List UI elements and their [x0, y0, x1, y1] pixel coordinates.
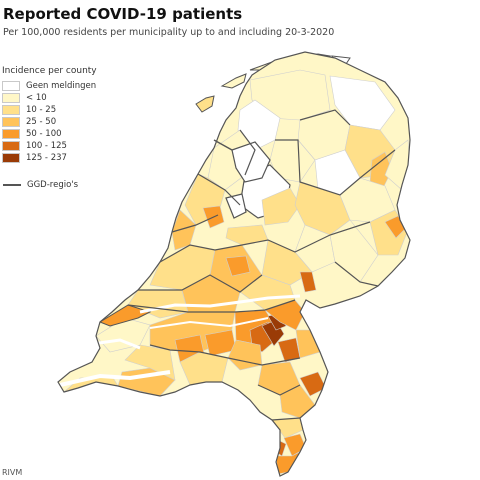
- legend-ggd-regions: GGD-regio's: [3, 180, 78, 190]
- ijsselmeer-water: [231, 141, 271, 183]
- legend-label: 10 - 25: [26, 104, 57, 115]
- legend-label: 25 - 50: [26, 116, 57, 127]
- legend-item-10-25: 10 - 25: [2, 104, 132, 115]
- municipality-fills-brabant: [124, 299, 327, 397]
- legend-label: 100 - 125: [26, 140, 67, 151]
- legend-swatch: [2, 140, 20, 151]
- westerschelde-water: [59, 370, 171, 387]
- legend-item-25-50: 25 - 50: [2, 116, 132, 127]
- page-subtitle: Per 100,000 residents per municipality u…: [3, 27, 335, 38]
- map-legend: Incidence per county Geen meldingen < 10…: [2, 66, 132, 164]
- legend-item-lt10: < 10: [2, 92, 132, 103]
- legend-swatch: [2, 92, 20, 103]
- legend-label: 50 - 100: [26, 128, 62, 139]
- legend-label: Geen meldingen: [26, 80, 97, 91]
- river-maas: [149, 317, 269, 329]
- legend-item-125-237: 125 - 237: [2, 152, 132, 163]
- ggd-label: GGD-regio's: [27, 180, 79, 190]
- legend-swatch: [2, 104, 20, 115]
- oosterschelde-water: [91, 338, 141, 350]
- legend-swatch: [2, 152, 20, 163]
- ggd-region-borders: [57, 51, 411, 477]
- river-waal: [139, 294, 301, 314]
- afsluitdijk: [213, 139, 233, 151]
- markermeer-water: [225, 193, 247, 219]
- legend-swatch: [2, 80, 20, 91]
- legend-title: Incidence per county: [2, 66, 97, 76]
- page-title: Reported COVID-19 patients: [3, 5, 243, 23]
- legend-swatch: [2, 116, 20, 127]
- legend-label: < 10: [26, 92, 47, 103]
- source-label: RIVM: [2, 468, 23, 477]
- legend-label: 125 - 237: [26, 152, 67, 163]
- municipality-fills-north: [237, 69, 410, 196]
- legend-item-geen-meldingen: Geen meldingen: [2, 80, 132, 91]
- legend-item-50-100: 50 - 100: [2, 128, 132, 139]
- legend-swatch: [2, 128, 20, 139]
- ggd-line-swatch: [3, 184, 21, 186]
- municipality-fills-east: [261, 177, 409, 293]
- legend-item-100-125: 100 - 125: [2, 140, 132, 151]
